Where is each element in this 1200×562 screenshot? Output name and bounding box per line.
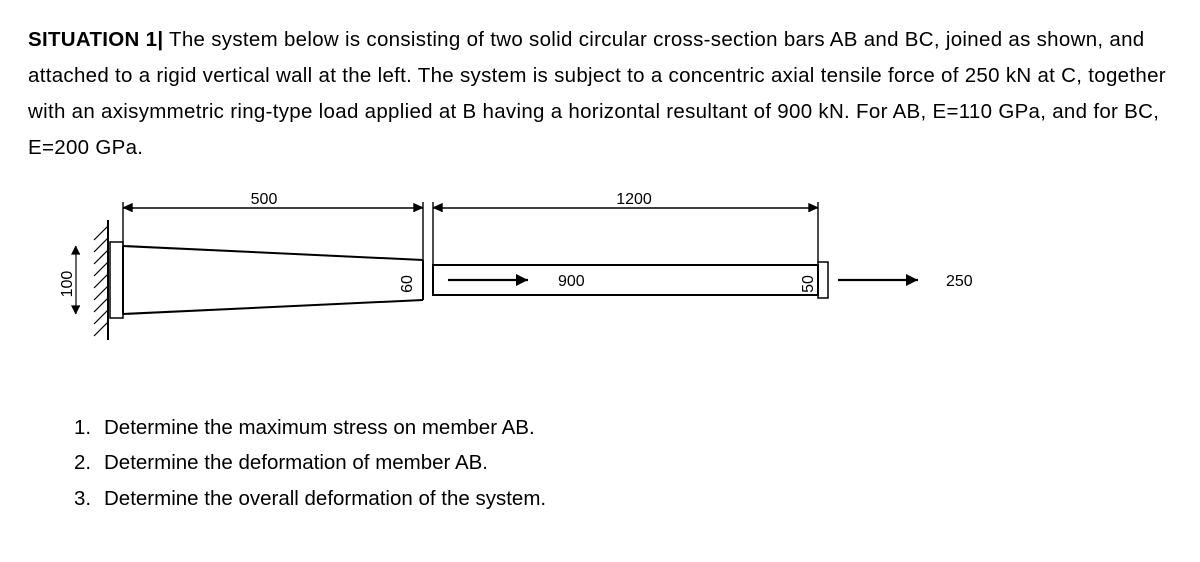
question-2: 2. Determine the deformation of member A… [74, 445, 1172, 481]
problem-body: The system below is consisting of two so… [28, 28, 1166, 159]
problem-lead: SITUATION 1| [28, 28, 163, 51]
wall-hatch [94, 226, 108, 336]
label-len-bc: 1200 [616, 191, 652, 208]
question-2-text: Determine the deformation of member AB. [104, 445, 488, 481]
question-2-num: 2. [74, 445, 104, 481]
problem-statement: SITUATION 1| The system below is consist… [28, 22, 1172, 166]
label-dia-a: 100 [59, 270, 76, 297]
collar-a [110, 242, 123, 318]
label-force-b: 900 [558, 273, 585, 290]
force-c-arrow [838, 274, 918, 286]
label-dia-c: 50 [800, 275, 817, 293]
force-b-arrow [448, 274, 528, 286]
question-3: 3. Determine the overall deformation of … [74, 481, 1172, 517]
dim-ab-length [123, 202, 423, 260]
member-ab [110, 242, 423, 318]
label-force-c: 250 [946, 273, 973, 290]
endcap-c [818, 262, 828, 298]
question-3-text: Determine the overall deformation of the… [104, 481, 546, 517]
question-1-text: Determine the maximum stress on member A… [104, 410, 535, 446]
page-root: SITUATION 1| The system below is consist… [0, 0, 1200, 539]
system-diagram: 500 1200 100 60 50 900 250 [28, 190, 1028, 380]
label-len-ab: 500 [251, 191, 278, 208]
question-1-num: 1. [74, 410, 104, 446]
question-1: 1. Determine the maximum stress on membe… [74, 410, 1172, 446]
diagram-container: 500 1200 100 60 50 900 250 [28, 190, 1172, 380]
question-3-num: 3. [74, 481, 104, 517]
dim-bc-length [433, 202, 818, 265]
question-list: 1. Determine the maximum stress on membe… [74, 410, 1172, 518]
label-dia-b: 60 [399, 275, 416, 293]
